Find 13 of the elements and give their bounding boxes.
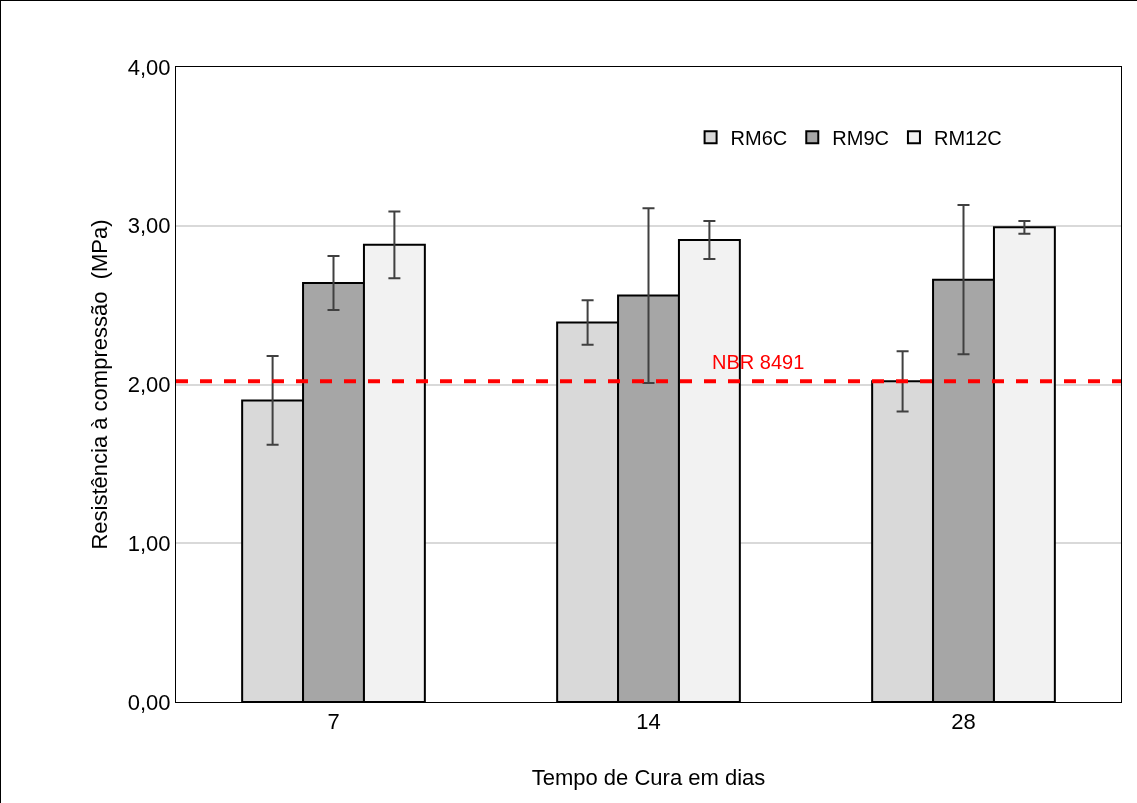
legend-label: RM9C (832, 127, 889, 150)
legend-label: RM6C (730, 127, 788, 150)
y-tick-label: 2,00 (127, 372, 171, 398)
x-tick-label: 28 (951, 709, 976, 735)
y-tick-label: 4,00 (127, 54, 171, 80)
y-tick-label: 3,00 (127, 213, 171, 239)
y-tick-label: 0,00 (127, 689, 171, 715)
x-axis-title: Tempo de Cura em dias (531, 765, 766, 791)
y-tick-label: 1,00 (127, 530, 171, 556)
y-axis-title: Resistência à compressão (MPa) (86, 219, 112, 550)
legend-label: RM12C (933, 127, 1002, 150)
x-tick-label: 7 (327, 709, 340, 735)
x-tick-label: 14 (636, 709, 661, 735)
